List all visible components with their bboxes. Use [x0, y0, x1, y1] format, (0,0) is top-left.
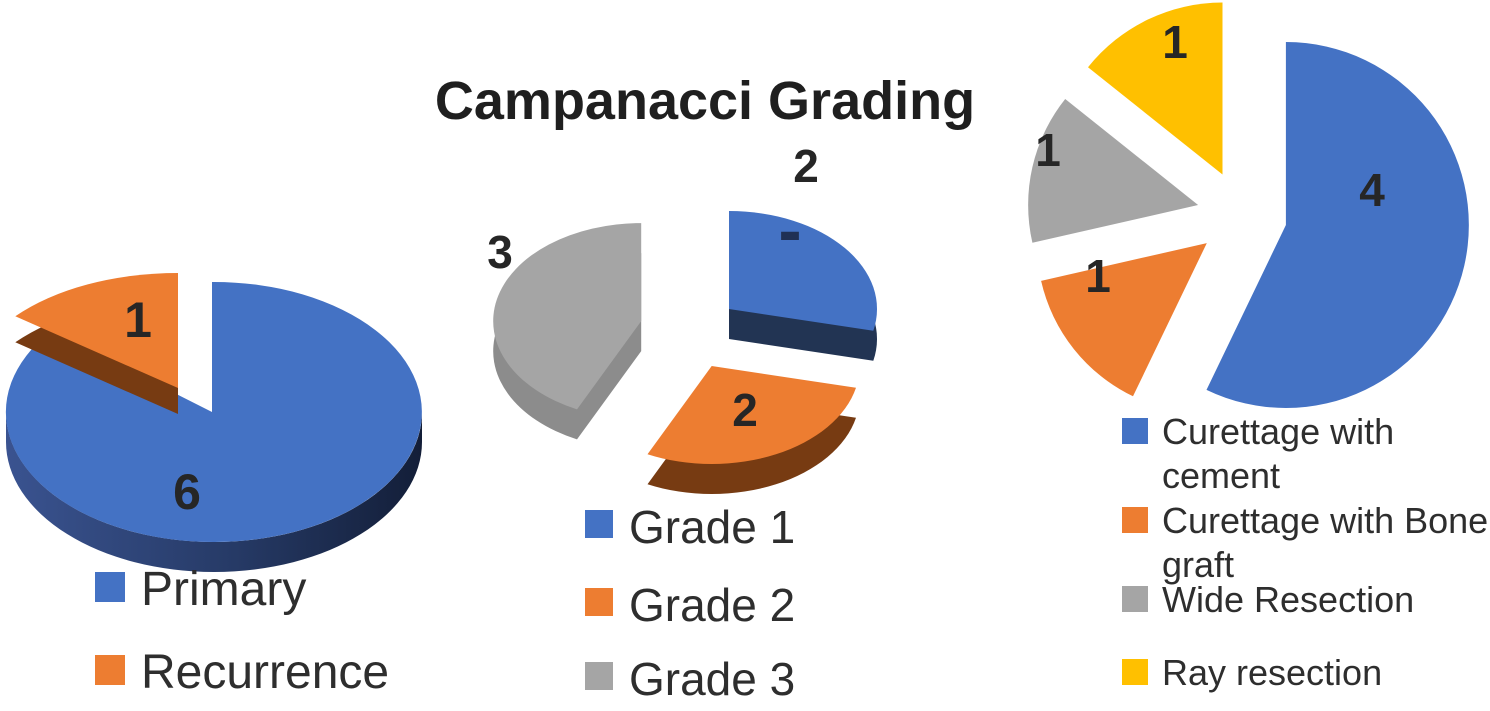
legend-swatch-grade2 [585, 588, 613, 616]
ray-resection-slice [1088, 2, 1223, 175]
legend-swatch-curettage-cement [1122, 418, 1148, 444]
wide-resection-slice [1028, 99, 1199, 243]
campanacci-grading-title: Campanacci Grading [434, 71, 976, 131]
legend-item-grade2: Grade 2 [585, 578, 795, 632]
value-label-grade3: 3 [487, 226, 513, 278]
legend-item-ray-resection: Ray resection [1122, 651, 1490, 695]
value-label-ray-resection: 1 [1162, 16, 1188, 68]
value-label-curettage-cement: 4 [1359, 164, 1385, 216]
legend-swatch-primary [95, 572, 125, 602]
legend-item-wide-resection: Wide Resection [1122, 578, 1490, 622]
legend-label-primary: Primary [141, 563, 307, 616]
legend-item-recurrence: Recurrence [95, 645, 389, 700]
curettage-cement-slice [1206, 42, 1469, 409]
legend-swatch-ray-resection [1122, 659, 1148, 685]
value-label-grade2: 2 [732, 384, 758, 436]
grade1-slice [729, 210, 878, 331]
grade2-slice [647, 366, 856, 465]
legend-item-grade1: Grade 1 [585, 500, 795, 554]
legend-label-grade1: Grade 1 [629, 501, 796, 553]
legend-swatch-wide-resection [1122, 586, 1148, 612]
legend-label-grade2: Grade 2 [629, 579, 796, 631]
legend-label-recurrence: Recurrence [141, 646, 390, 699]
legend-label-curettage-cement: Curettage with cement [1162, 411, 1395, 496]
value-label-recurrence: 1 [124, 292, 152, 348]
legend-label-grade3: Grade 3 [629, 653, 796, 705]
curettage-bone-graft-slice [1041, 243, 1207, 397]
legend-item-primary: Primary [95, 562, 306, 617]
value-label-curettage-bone-graft: 1 [1085, 250, 1111, 302]
legend-item-grade3: Grade 3 [585, 652, 795, 706]
value-label-primary: 6 [173, 464, 201, 520]
grade3-slice [493, 223, 642, 410]
legend-item-curettage-cement: Curettage with cement [1122, 410, 1490, 498]
primary-slice [5, 281, 422, 542]
legend-swatch-grade3 [585, 662, 613, 690]
legend-item-curettage-bone-graft: Curettage with Bone graft [1122, 499, 1490, 587]
legend-label-wide-resection: Wide Resection [1162, 579, 1415, 620]
legend-label-curettage-bone-graft: Curettage with Bone graft [1162, 500, 1489, 585]
legend-swatch-recurrence [95, 655, 125, 685]
legend-swatch-curettage-bone-graft [1122, 507, 1148, 533]
legend-swatch-grade1 [585, 510, 613, 538]
primary-slice-rim [6, 412, 422, 572]
legend-label-ray-resection: Ray resection [1162, 652, 1383, 693]
value-label-grade1: 2 [793, 140, 819, 192]
recurrence-slice [15, 273, 178, 388]
value-label-wide-resection: 1 [1035, 124, 1061, 176]
